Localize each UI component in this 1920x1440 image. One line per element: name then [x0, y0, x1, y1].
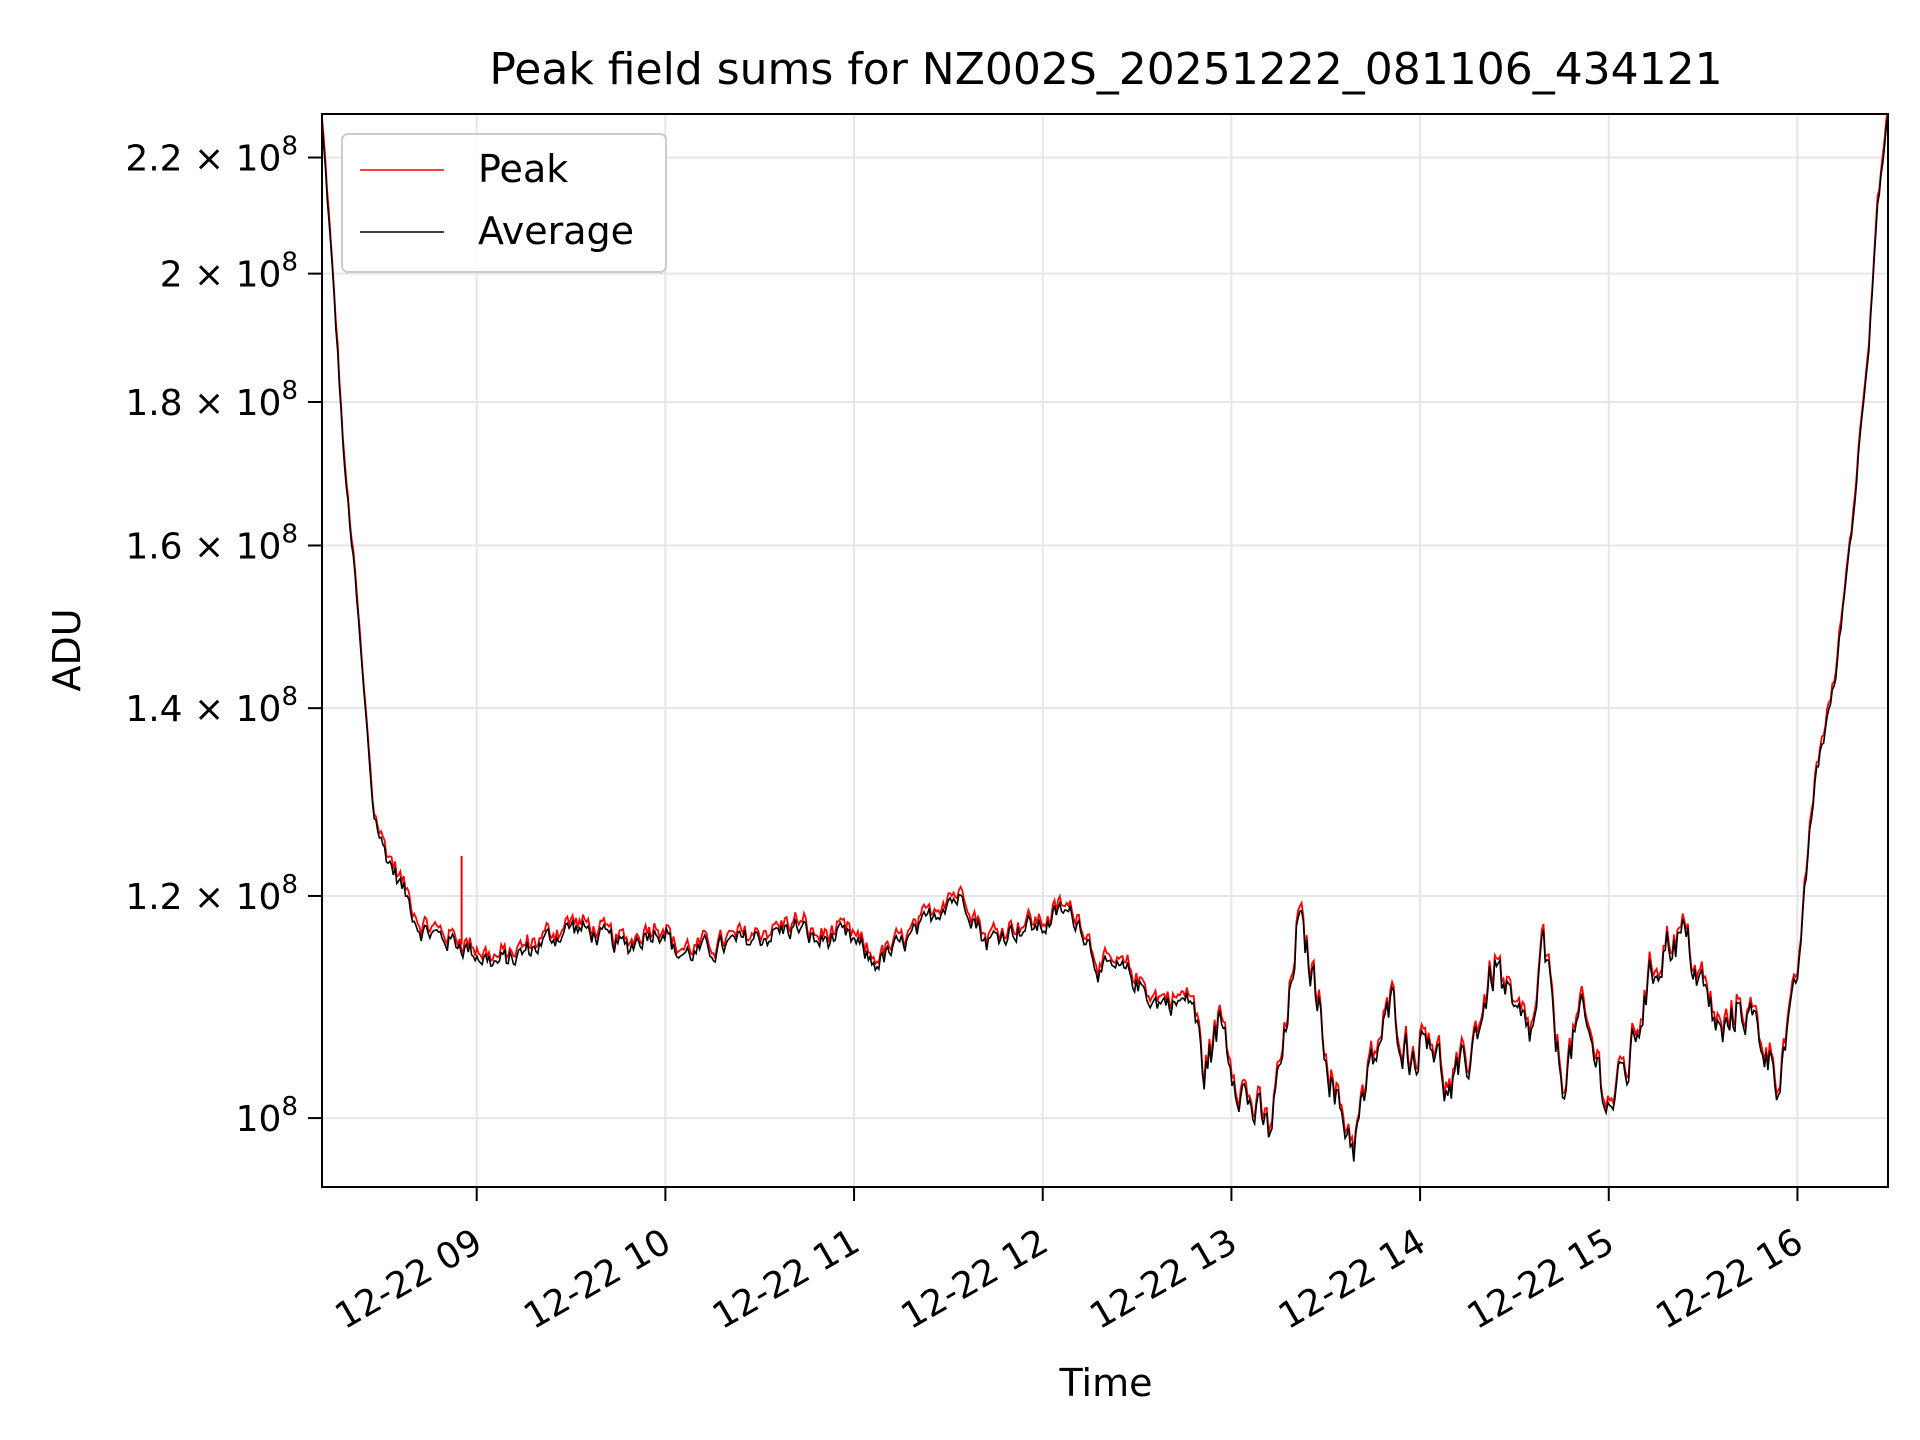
x-axis-label: Time: [1059, 1361, 1153, 1405]
legend-average-label: Average: [478, 209, 634, 253]
y-tick-label: 1.6 × 108: [125, 519, 298, 567]
y-tick-label: 1.8 × 108: [125, 376, 298, 424]
series-layer: [322, 114, 1888, 1162]
legend-box: [341, 133, 667, 273]
plot-frame: [321, 113, 1889, 1188]
y-tick-label: 2.2 × 108: [125, 132, 298, 180]
y-tick-label: 108: [236, 1092, 298, 1140]
grid: [322, 114, 1888, 1187]
y-tick-label: 2 × 108: [160, 248, 298, 296]
y-tick-label: 1.2 × 108: [125, 870, 298, 918]
chart-title: Peak field sums for NZ002S_20251222_0811…: [489, 44, 1722, 95]
y-axis-label: ADU: [45, 608, 89, 691]
legend: Peak Average: [341, 133, 667, 273]
y-tick-label: 1.4 × 108: [125, 682, 298, 730]
series-line-peak: [322, 114, 1888, 1154]
legend-peak-label: Peak: [478, 147, 568, 191]
series-line-average: [322, 115, 1888, 1162]
